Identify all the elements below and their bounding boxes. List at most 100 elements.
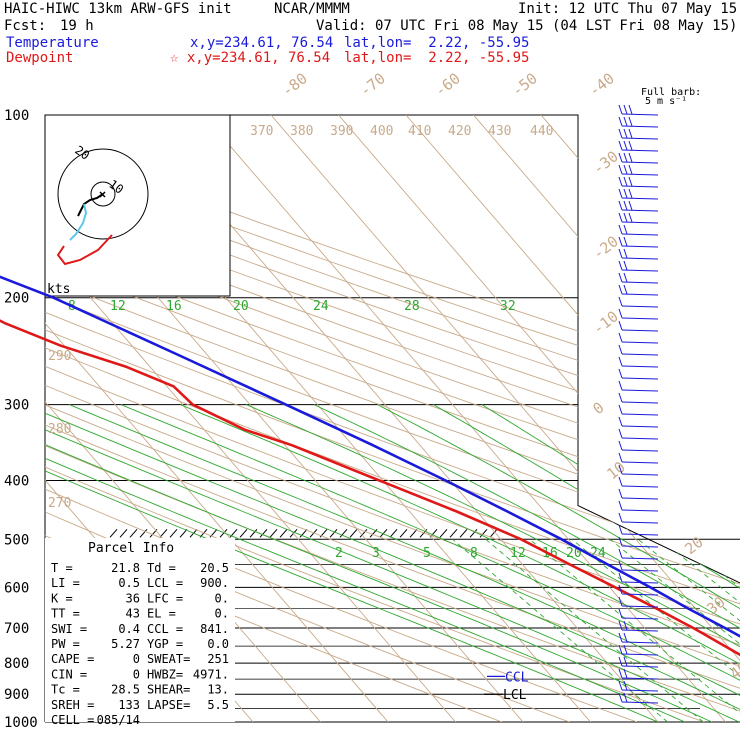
wind-barb-flag xyxy=(618,164,623,175)
wind-barb-flag xyxy=(618,608,623,619)
wind-barb-flag xyxy=(618,320,623,331)
wind-barb-flag xyxy=(623,692,628,703)
isotherm-label: -50 xyxy=(508,69,540,100)
wind-barb xyxy=(621,233,659,236)
hodograph-ring-label: 20 xyxy=(72,143,92,163)
moist-adiabat xyxy=(69,404,740,722)
wind-barb xyxy=(621,389,659,392)
barb-legend-units: 5 m s⁻¹ xyxy=(645,96,687,107)
wind-barb xyxy=(621,533,659,536)
wind-barb xyxy=(621,497,659,500)
wind-barb-flag xyxy=(628,212,633,223)
wind-barb xyxy=(621,113,659,116)
level-tick xyxy=(129,528,138,538)
wind-barb-flag xyxy=(618,104,623,115)
wind-barb-flag xyxy=(618,452,623,463)
wind-barb xyxy=(621,317,659,320)
wind-barb xyxy=(621,701,659,704)
wind-barb xyxy=(621,629,659,632)
wind-barb-flag xyxy=(623,632,628,643)
wind-barb-flag xyxy=(618,632,623,643)
hodograph-trace-upper xyxy=(77,193,104,217)
wind-barb xyxy=(621,641,659,644)
moist-adiabat xyxy=(433,404,740,722)
level-tick xyxy=(259,528,268,538)
mixing-ratio-label: 32 xyxy=(500,299,516,314)
wind-barb-flag xyxy=(618,464,623,475)
level-tick xyxy=(179,528,188,538)
wind-barb-flag xyxy=(623,260,628,271)
wind-barb-flag xyxy=(618,548,623,559)
level-tick xyxy=(359,528,368,538)
fcst-value: 19 h xyxy=(60,18,94,34)
parcel-row-value: 4971. xyxy=(193,667,229,681)
parcel-row-value: 0.0 xyxy=(207,637,229,651)
level-tick xyxy=(139,528,148,538)
mixing-ratio-label: 16 xyxy=(166,299,182,314)
level-tick xyxy=(309,528,318,538)
dry-adiabat xyxy=(45,115,740,722)
dry-adiabat xyxy=(45,115,740,722)
theta-label: 370 xyxy=(250,124,273,139)
level-tick xyxy=(489,528,498,538)
parcel-row-value: 0 xyxy=(133,667,140,681)
wind-barb-flag xyxy=(618,404,623,415)
isotherm-label: 40 xyxy=(726,658,740,683)
isotherm-label: 30 xyxy=(703,593,728,618)
wind-barb xyxy=(621,461,659,464)
moist-adiabat xyxy=(45,404,659,722)
isotherm-label: -10 xyxy=(589,307,621,338)
init-time: Init: 12 UTC Thu 07 May 15 xyxy=(518,1,738,17)
moist-adiabat xyxy=(45,404,740,722)
level-tick xyxy=(409,528,418,538)
wind-barb-flag xyxy=(623,140,628,151)
wind-barb xyxy=(621,377,659,380)
parcel-info-panel xyxy=(45,538,235,722)
theta-label: 390 xyxy=(330,124,353,139)
level-tick xyxy=(249,528,258,538)
wind-barb-flag xyxy=(623,200,628,211)
pressure-tick-label: 900 xyxy=(4,687,29,703)
parcel-row-label: LFC = xyxy=(147,591,183,605)
wind-barb-flag xyxy=(618,620,623,631)
wind-barb-flag xyxy=(618,272,623,283)
level-tick xyxy=(459,528,468,538)
plot-border xyxy=(44,114,740,722)
lcl-label: LCL xyxy=(503,688,527,703)
parcel-row-label: LI = xyxy=(51,576,80,590)
dry-adiabat xyxy=(45,115,740,722)
moist-adiabat xyxy=(246,404,740,722)
wind-barb xyxy=(621,569,659,572)
hodograph-ring xyxy=(57,148,149,240)
isotherm-label: -60 xyxy=(431,69,463,100)
wind-barb xyxy=(621,677,659,680)
wind-barb-flag xyxy=(618,140,623,151)
wind-barb xyxy=(621,149,659,152)
parcel-row-value: 21.8 xyxy=(111,561,140,575)
theta-label: 290 xyxy=(48,349,71,364)
wind-barb xyxy=(621,449,659,452)
parcel-row-label: CCL = xyxy=(147,622,183,636)
parcel-row-label: K = xyxy=(51,591,73,605)
isotherm-label: -80 xyxy=(278,69,310,100)
temperature-legend: Temperature xyxy=(6,35,99,51)
dry-adiabat xyxy=(45,115,740,722)
parcel-row-label: LAPSE= xyxy=(147,698,190,712)
wind-barb-flag xyxy=(618,584,623,595)
dewpoint-latlon: lat,lon= 2.22, -55.95 xyxy=(344,50,530,66)
wind-barb-flag xyxy=(618,200,623,211)
wind-barb-flag xyxy=(618,212,623,223)
level-tick xyxy=(389,528,398,538)
level-tick xyxy=(339,528,348,538)
parcel-row-value: 841. xyxy=(200,622,229,636)
parcel-row-value: 28.5 xyxy=(111,683,140,697)
wind-barb-flag xyxy=(628,116,633,127)
level-tick xyxy=(279,528,288,538)
moist-adiabat xyxy=(313,404,740,722)
moist-adiabat xyxy=(120,404,740,722)
wind-barb-flag xyxy=(618,680,623,691)
valid-time: Valid: 07 UTC Fri 08 May 15 (04 LST Fri … xyxy=(316,18,738,34)
hodograph-trace-lower xyxy=(56,234,113,266)
wind-barb-flag xyxy=(623,236,628,247)
